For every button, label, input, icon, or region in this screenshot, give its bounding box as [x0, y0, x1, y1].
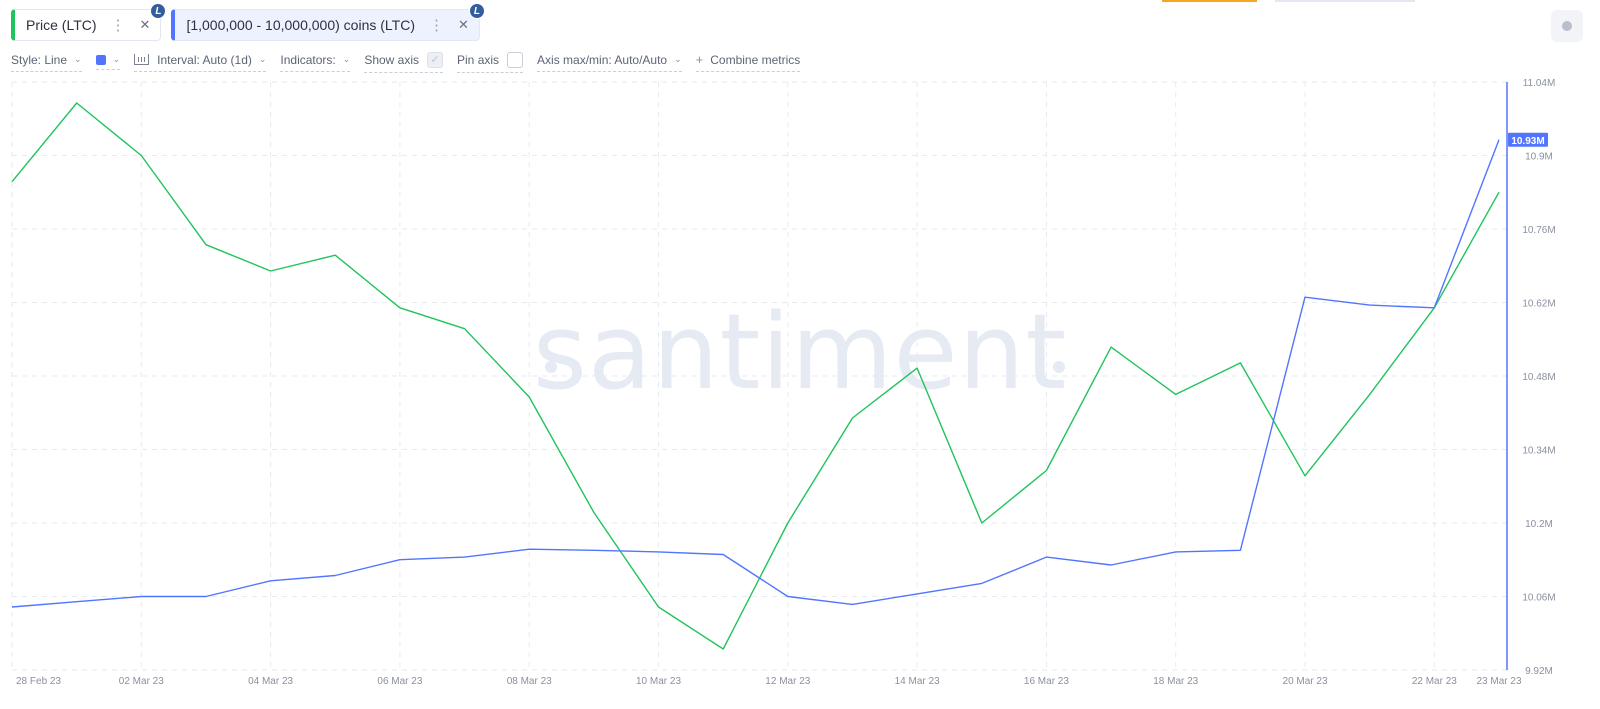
x-tick-label: 04 Mar 23 — [248, 676, 293, 687]
axis-maxmin-dropdown[interactable]: Axis max/min: Auto/Auto ⌄ — [537, 53, 682, 72]
ruler-icon — [134, 54, 150, 65]
chevron-down-icon: ⌄ — [112, 54, 121, 64]
interval-dropdown[interactable]: Interval: Auto (1d) ⌄ — [134, 52, 267, 72]
combine-metrics-button[interactable]: + Combine metrics — [695, 52, 801, 72]
y-tick-label: 11.04M — [1523, 78, 1556, 89]
x-tick-label: 14 Mar 23 — [895, 676, 940, 687]
interval-label: Interval: Auto (1d) — [157, 52, 252, 67]
litecoin-badge-icon: L — [468, 3, 485, 19]
line-chart[interactable]: santiment 11.04M10.9M10.76M10.62M10.48M1… — [0, 72, 1600, 709]
combine-metrics-label: Combine metrics — [710, 52, 801, 67]
chevron-down-icon: ⌄ — [674, 54, 682, 64]
tab-label: Price (LTC) — [26, 17, 97, 33]
litecoin-badge-icon: L — [150, 3, 167, 19]
watermark-dot-right — [1053, 361, 1065, 373]
color-swatch — [95, 54, 106, 65]
y-tick-label: 10.2M — [1525, 519, 1553, 530]
toolbar-decoration-orange — [1162, 0, 1257, 2]
chart-area[interactable]: santiment 11.04M 10.9M 10.76M 10.62M 10.48M 1… — [0, 72, 1600, 709]
x-tick-label: 20 Mar 23 — [1283, 676, 1328, 687]
watermark-dot-left — [545, 361, 557, 373]
chevron-down-icon: ⌄ — [74, 54, 82, 64]
plus-icon: + — [695, 52, 704, 67]
checkbox-icon[interactable] — [507, 51, 524, 68]
x-tick-label: 18 Mar 23 — [1153, 676, 1198, 687]
settings-toggle-button[interactable] — [1551, 10, 1583, 42]
show-axis-toggle[interactable]: Show axis ✓ — [364, 51, 444, 73]
metric-tabs: Price (LTC) ⋮ ✕ L [1,000,000 - 10,000,00… — [11, 3, 485, 41]
indicators-label: Indicators: — [280, 52, 336, 67]
more-options-icon[interactable]: ⋮ — [428, 17, 444, 34]
y-tick-label: 10.06M — [1522, 593, 1555, 604]
indicators-dropdown[interactable]: Indicators: ⌄ — [280, 52, 351, 72]
current-value-label: 10.93M — [1508, 132, 1548, 147]
style-dropdown[interactable]: Style: Line ⌄ — [11, 53, 82, 72]
color-picker[interactable]: ⌄ — [95, 54, 121, 70]
x-tick-label: 23 Mar 23 — [1476, 676, 1521, 687]
x-axis: 28 Feb 23 02 Mar 23 04 Mar 23 06 Mar 23 08 M… — [16, 676, 1522, 687]
x-tick-label: 08 Mar 23 — [507, 676, 552, 687]
current-value-text: 10.93M — [1511, 136, 1544, 147]
dot-icon — [1562, 21, 1572, 31]
y-tick-label: 10.62M — [1522, 299, 1555, 310]
more-options-icon[interactable]: ⋮ — [110, 17, 126, 34]
axis-maxmin-label: Axis max/min: Auto/Auto — [537, 52, 668, 67]
series-line — [11, 102, 1500, 650]
x-tick-label: 16 Mar 23 — [1024, 676, 1069, 687]
chart-settings-bar: Style: Line ⌄ ⌄ Interval: Auto (1d) ⌄ Indi… — [11, 51, 814, 73]
current-value-badge — [1508, 132, 1548, 147]
style-label: Style: Line — [11, 52, 68, 67]
series-layer — [11, 102, 1500, 650]
x-tick-label: 06 Mar 23 — [377, 676, 422, 687]
tab-price-ltc[interactable]: Price (LTC) ⋮ ✕ L — [11, 3, 167, 41]
chevron-down-icon: ⌄ — [342, 54, 351, 64]
y-tick-label: 10.48M — [1522, 372, 1555, 383]
x-tick-label: 10 Mar 23 — [636, 676, 681, 687]
x-tick-label: 22 Mar 23 — [1412, 676, 1457, 687]
santiment-watermark: santiment — [533, 291, 1067, 413]
y-tick-label: 10.34M — [1522, 446, 1555, 457]
pin-axis-label: Pin axis — [457, 52, 500, 67]
show-axis-label: Show axis — [364, 52, 420, 67]
y-tick-label: 10.9M — [1525, 152, 1553, 163]
toolbar-decoration-grey — [1275, 0, 1415, 2]
tab-label: [1,000,000 - 10,000,000) coins (LTC) — [186, 17, 415, 33]
pin-axis-toggle[interactable]: Pin axis — [457, 51, 524, 73]
y-axis: 11.04M 10.9M 10.76M 10.62M 10.48M 10.34M 10.2M… — [1522, 78, 1555, 677]
x-tick-label: 12 Mar 23 — [765, 676, 810, 687]
close-icon[interactable]: ✕ — [139, 17, 151, 32]
y-tick-label: 9.92M — [1525, 666, 1553, 677]
chart-grid — [11, 81, 1507, 671]
chevron-down-icon: ⌄ — [258, 54, 267, 64]
x-tick-label: 02 Mar 23 — [119, 676, 164, 687]
checkbox-checked-icon[interactable]: ✓ — [427, 51, 444, 68]
tab-holders-ltc[interactable]: [1,000,000 - 10,000,000) coins (LTC) ⋮ ✕… — [171, 3, 485, 41]
series-line — [11, 139, 1500, 608]
x-tick-label: 28 Feb 23 — [16, 676, 61, 687]
y-tick-label: 10.76M — [1522, 225, 1555, 236]
close-icon[interactable]: ✕ — [457, 17, 469, 32]
